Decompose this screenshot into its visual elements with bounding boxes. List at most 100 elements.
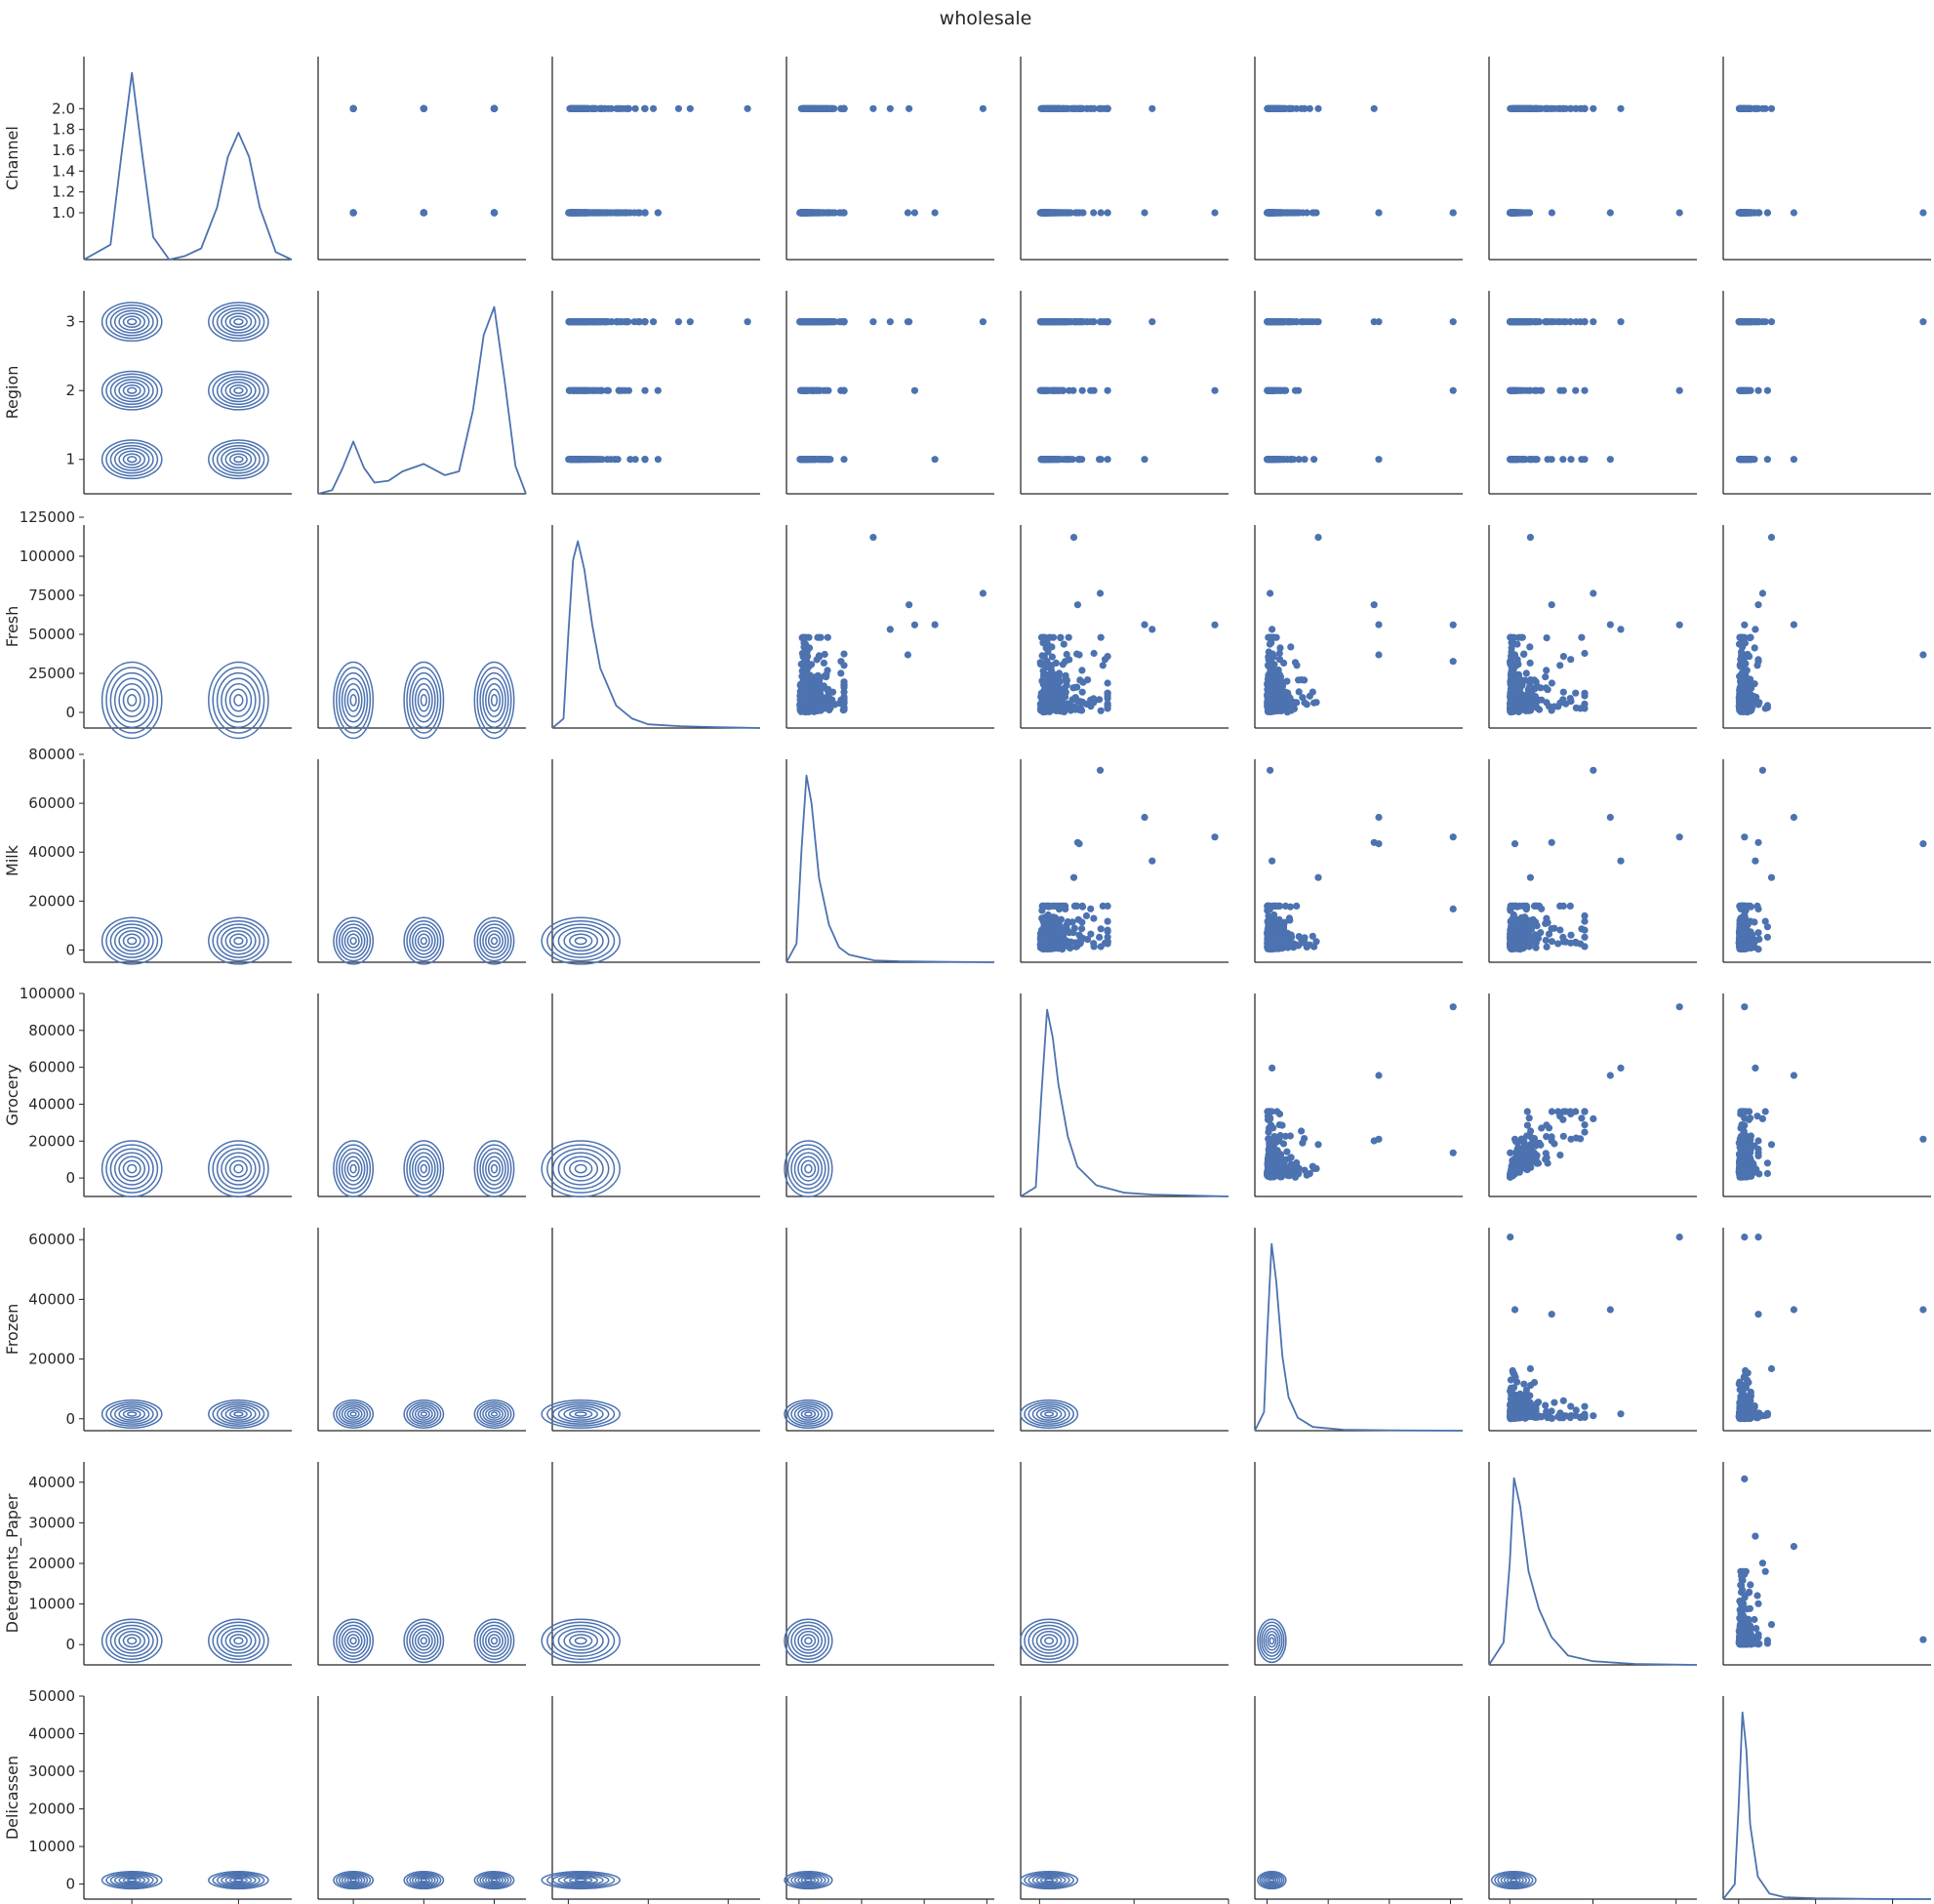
scatter-point [1511,105,1517,112]
scatter-point [1269,105,1275,112]
kde-curve-Region [318,307,526,494]
scatter-point [1314,105,1321,112]
panel-Channel-vs-Milk [786,57,994,260]
scatter-point [624,318,630,325]
scatter-point [1549,105,1555,112]
scatter-point [932,456,939,463]
scatter-point [817,456,824,463]
scatter-point [650,318,657,325]
kde-curve-Channel [84,73,292,260]
scatter-point [1764,209,1771,216]
kde-contour [128,387,137,393]
kde-contour [234,319,243,325]
scatter-point [618,105,625,112]
scatter-point [1055,209,1062,216]
scatter-point [1096,456,1103,463]
scatter-point [624,209,630,216]
kde-contour [230,316,247,327]
scatter-point [350,209,357,216]
scatter-point [805,318,812,325]
scatter-point [803,209,810,216]
kde-contour [128,457,137,463]
scatter-point [597,387,604,394]
scatter-point [1062,318,1068,325]
scatter-point [1065,456,1071,463]
scatter-point [932,209,939,216]
scatter-point [1375,209,1382,216]
scatter-point [1211,387,1218,394]
kde-contour [218,446,261,473]
scatter-point [1105,105,1111,112]
scatter-point [1044,318,1051,325]
scatter-point [641,318,648,325]
scatter-point [823,387,829,394]
scatter-point [1754,209,1761,216]
scatter-point [566,456,573,463]
scatter-point [588,387,595,394]
panel-Region-vs-Fresh [552,291,760,494]
scatter-point [1054,456,1061,463]
scatter-point [1076,318,1083,325]
y-tick-label: 1.0 [52,204,75,222]
scatter-point [1148,105,1155,112]
scatter-point [641,105,648,112]
panel-Region-vs-Frozen [1255,291,1463,494]
scatter-point [1676,209,1683,216]
kde-contour [234,457,243,463]
scatter-point [1038,456,1045,463]
scatter-point [906,105,912,112]
scatter-point [655,209,662,216]
scatter-point [1590,105,1596,112]
scatter-point [655,456,662,463]
scatter-point [587,318,594,325]
scatter-point [745,318,751,325]
scatter-point [1752,105,1758,112]
scatter-point [1141,209,1148,216]
scatter-point [1148,318,1155,325]
scatter-point [1507,209,1513,216]
scatter-point [1371,105,1378,112]
scatter-point [1310,456,1317,463]
scatter-point [803,456,810,463]
scatter-point [1560,105,1567,112]
y-tick-label: 1 [65,451,75,468]
scatter-point [1141,456,1148,463]
scatter-point [595,209,602,216]
kde-contour [110,446,153,473]
panel-Channel-vs-Fresh [552,57,760,260]
scatter-point [1105,318,1111,325]
panel-Channel-vs-Delicassen [1723,57,1931,260]
scatter-point [566,209,573,216]
y-tick-label: 3 [65,313,75,331]
scatter-point [1274,209,1281,216]
scatter-point [805,105,812,112]
scatter-point [687,105,694,112]
y-tick-label: 2.0 [52,100,75,117]
scatter-point [1076,456,1083,463]
scatter-point [577,105,584,112]
scatter-point [585,456,592,463]
kde-contour [234,387,243,393]
scatter-point [1736,105,1743,112]
scatter-point [1301,456,1308,463]
scatter-point [650,105,657,112]
kde-contour [218,377,261,404]
scatter-point [1919,209,1926,216]
scatter-point [840,105,847,112]
scatter-point [1090,318,1097,325]
scatter-point [491,209,498,216]
scatter-point [911,209,918,216]
scatter-point [569,105,576,112]
scatter-point [837,318,844,325]
kde-contour [110,308,153,336]
scatter-point [591,105,598,112]
scatter-point [617,318,624,325]
scatter-point [1211,209,1218,216]
scatter-point [1301,105,1308,112]
scatter-point [1573,105,1580,112]
scatter-point [1065,105,1071,112]
scatter-point [1768,105,1775,112]
scatter-point [1282,387,1289,394]
y-tick-label: 1.2 [52,183,75,201]
